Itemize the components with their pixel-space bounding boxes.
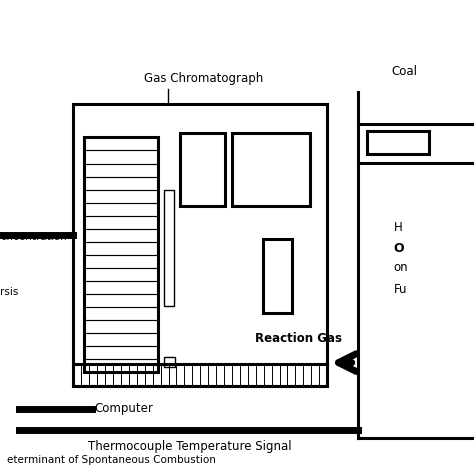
- Text: Reaction Gas: Reaction Gas: [255, 332, 342, 345]
- Bar: [367, 131, 429, 154]
- Bar: [180, 133, 225, 206]
- Text: on: on: [393, 261, 408, 274]
- Text: Coal: Coal: [391, 65, 417, 78]
- Bar: [263, 239, 292, 313]
- Text: Computer: Computer: [95, 402, 154, 415]
- Text: Gas Chromatograph: Gas Chromatograph: [144, 73, 264, 85]
- Text: H: H: [393, 221, 402, 234]
- Bar: [164, 190, 174, 306]
- Text: rsis: rsis: [0, 286, 18, 297]
- Bar: [164, 357, 175, 367]
- Bar: [84, 137, 158, 372]
- Bar: [73, 104, 327, 386]
- Text: Fu: Fu: [393, 283, 407, 296]
- Text: O: O: [393, 242, 404, 255]
- Bar: [232, 133, 310, 206]
- Text: Thermocouple Temperature Signal: Thermocouple Temperature Signal: [88, 440, 292, 453]
- Text: eterminant of Spontaneous Combustion: eterminant of Spontaneous Combustion: [7, 456, 216, 465]
- Text: oncentration: oncentration: [0, 232, 67, 242]
